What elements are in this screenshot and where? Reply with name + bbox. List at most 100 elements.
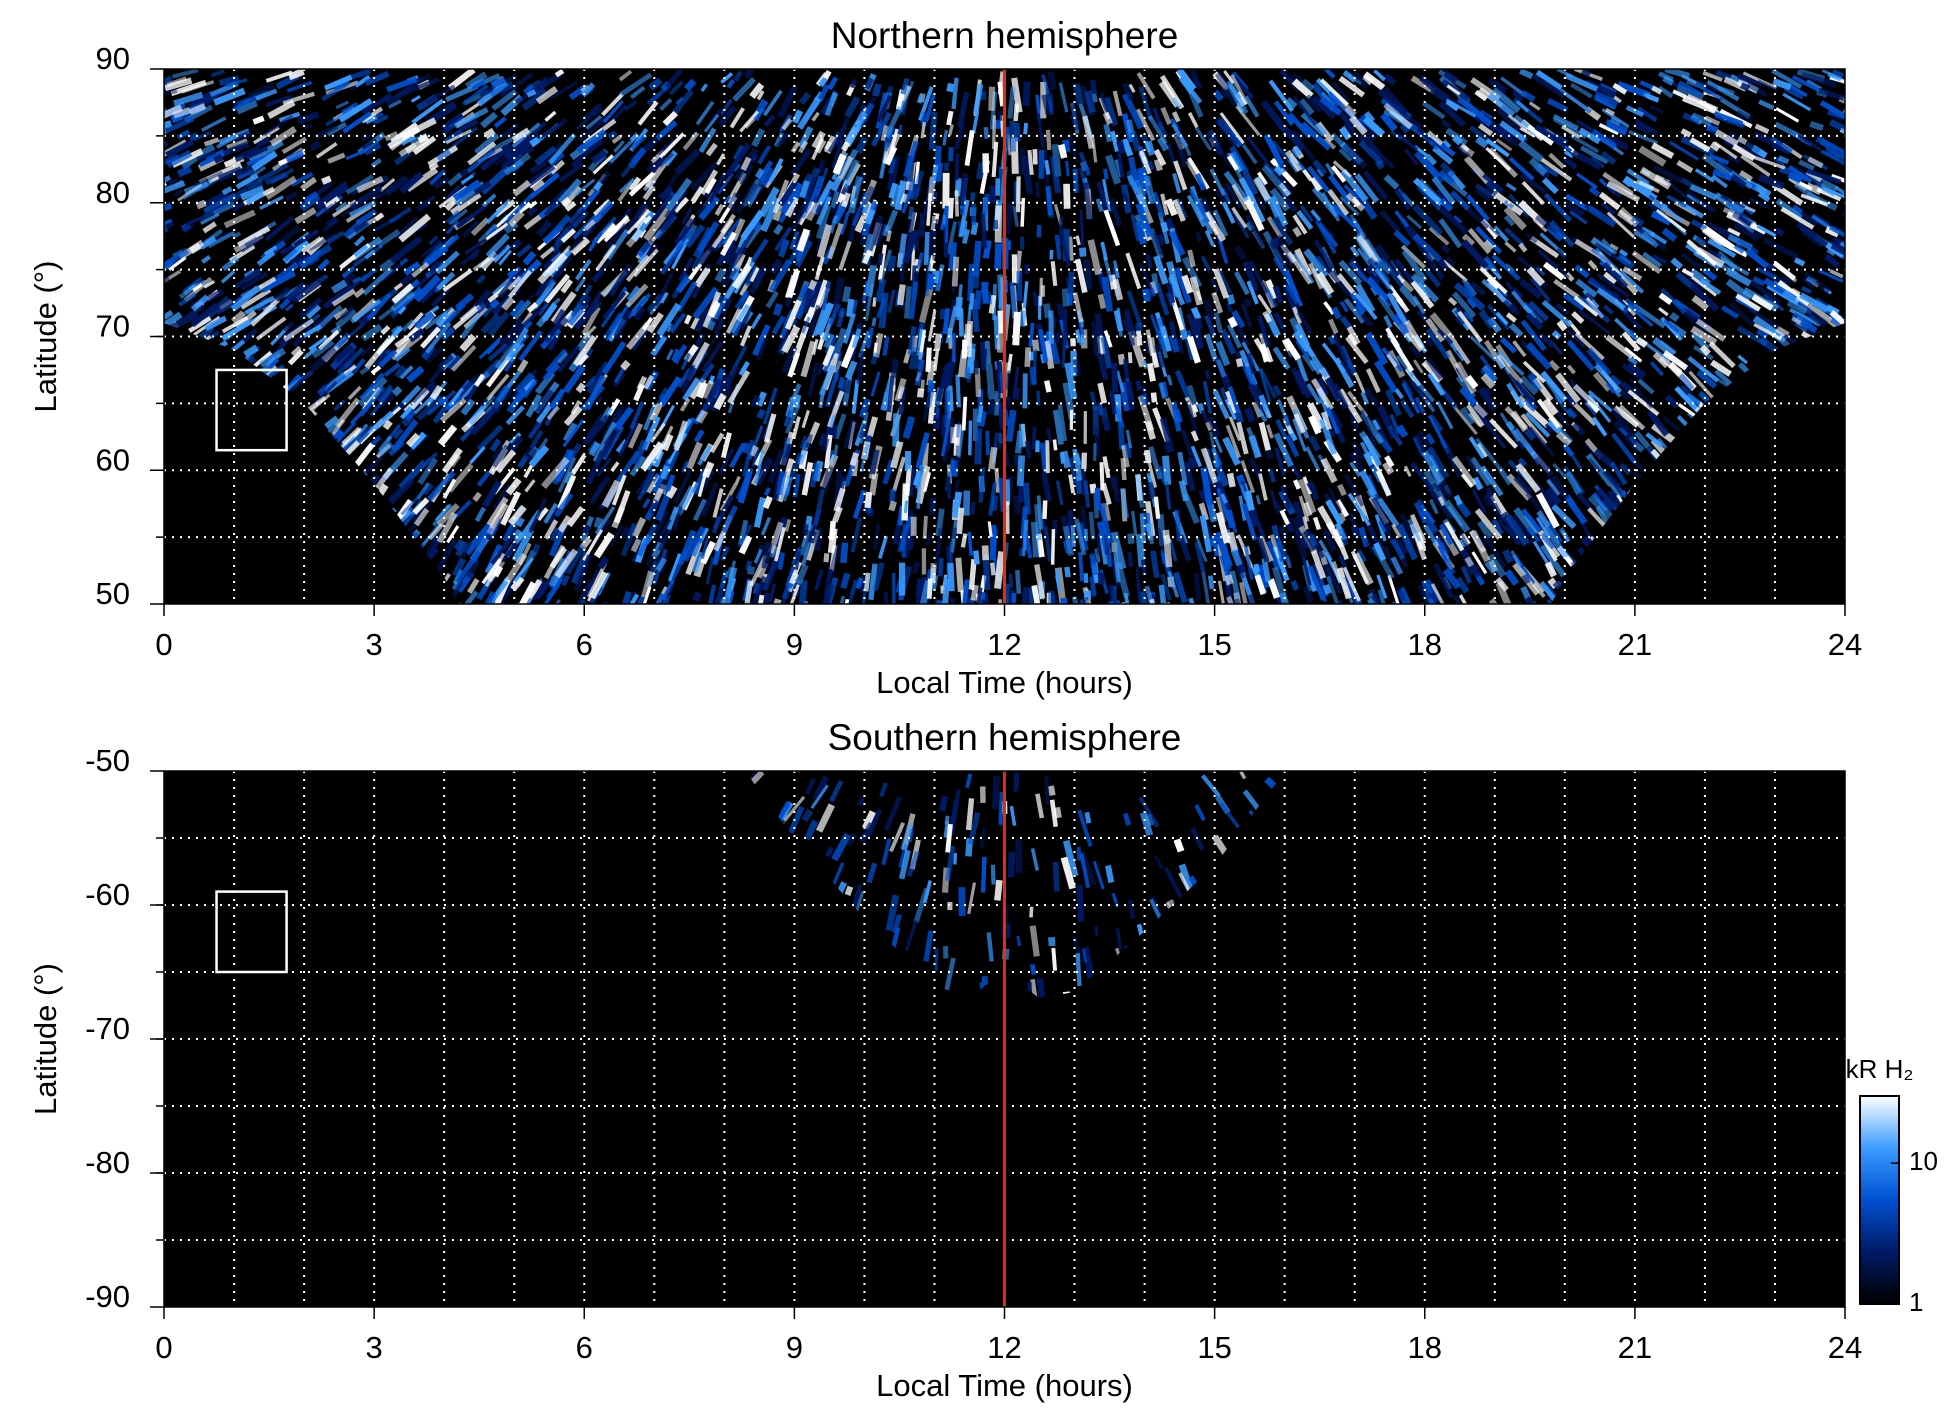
streak (878, 292, 889, 329)
streak (976, 405, 984, 423)
streak (839, 542, 849, 564)
streak (926, 192, 933, 226)
streak (744, 265, 760, 287)
streak (869, 472, 879, 496)
streak (870, 371, 881, 397)
streak (1232, 598, 1243, 604)
streak (867, 416, 879, 438)
streak (1564, 271, 1575, 282)
streak (1384, 546, 1394, 566)
streak (524, 479, 536, 493)
streak (849, 452, 860, 467)
streak (944, 208, 949, 243)
streak (1609, 243, 1619, 251)
streak (1600, 83, 1618, 94)
streak (1220, 87, 1231, 99)
streak (292, 324, 314, 348)
streak (1801, 286, 1812, 294)
streak (1018, 147, 1026, 175)
streak (1588, 186, 1601, 197)
streak (745, 560, 753, 571)
streak (1094, 548, 1101, 563)
streak (784, 274, 795, 299)
streak (642, 403, 658, 431)
streak (932, 191, 938, 202)
streak (1102, 111, 1113, 125)
streak (1005, 409, 1017, 442)
streak (760, 196, 782, 233)
streak (198, 200, 232, 222)
streak (1139, 513, 1147, 543)
streak (333, 399, 346, 412)
streak (1511, 86, 1525, 99)
streak (1390, 556, 1404, 576)
streak (1499, 337, 1517, 354)
streak (1083, 528, 1089, 541)
streak (975, 161, 986, 180)
streak (994, 243, 1002, 270)
streak (1453, 282, 1486, 312)
streak (1440, 244, 1451, 254)
streak (1280, 162, 1289, 173)
streak (1528, 101, 1541, 111)
streak (255, 136, 271, 148)
streak (526, 89, 537, 98)
streak (674, 148, 701, 175)
streak (925, 347, 932, 373)
streak (596, 457, 612, 478)
streak (1147, 481, 1156, 500)
streak (945, 476, 952, 500)
streak (920, 379, 925, 391)
streak (1223, 70, 1235, 85)
streak (1657, 85, 1674, 99)
streak (1709, 141, 1721, 152)
streak (992, 219, 999, 230)
streak (807, 279, 818, 291)
streak (321, 175, 332, 185)
streak (854, 136, 869, 154)
streak (950, 527, 960, 539)
streak (1064, 566, 1071, 578)
streak (1048, 602, 1053, 604)
streak (1544, 421, 1555, 433)
streak (1057, 143, 1068, 159)
streak (1587, 259, 1598, 270)
streak (1103, 422, 1111, 432)
streak (248, 139, 284, 164)
streak (937, 557, 944, 577)
streak (981, 193, 990, 216)
streak (1035, 181, 1040, 198)
streak (1775, 107, 1800, 123)
streak (315, 142, 338, 159)
streak (1031, 426, 1037, 450)
streak (1331, 203, 1358, 229)
streak (1292, 418, 1307, 452)
streak (231, 200, 246, 213)
streak (226, 186, 249, 206)
streak (1193, 572, 1202, 601)
streak (1377, 88, 1409, 116)
streak (1308, 414, 1322, 435)
streak (1089, 79, 1098, 95)
streak (207, 231, 236, 249)
streak (1015, 570, 1022, 594)
streak (773, 303, 783, 317)
streak (666, 506, 680, 531)
streak (1187, 111, 1199, 129)
streak (1202, 299, 1215, 322)
streak (1028, 322, 1035, 347)
streak (1503, 214, 1515, 227)
streak (1065, 160, 1070, 177)
streak (1523, 301, 1544, 324)
streak (1408, 344, 1423, 359)
streak (620, 164, 633, 178)
streak (1083, 480, 1091, 508)
streak (1272, 384, 1282, 397)
streak (1546, 598, 1561, 604)
streak (1472, 476, 1484, 491)
streak (624, 100, 638, 112)
streak (1084, 90, 1096, 114)
streak (1174, 509, 1182, 542)
streak (690, 185, 705, 204)
streak (713, 392, 727, 411)
